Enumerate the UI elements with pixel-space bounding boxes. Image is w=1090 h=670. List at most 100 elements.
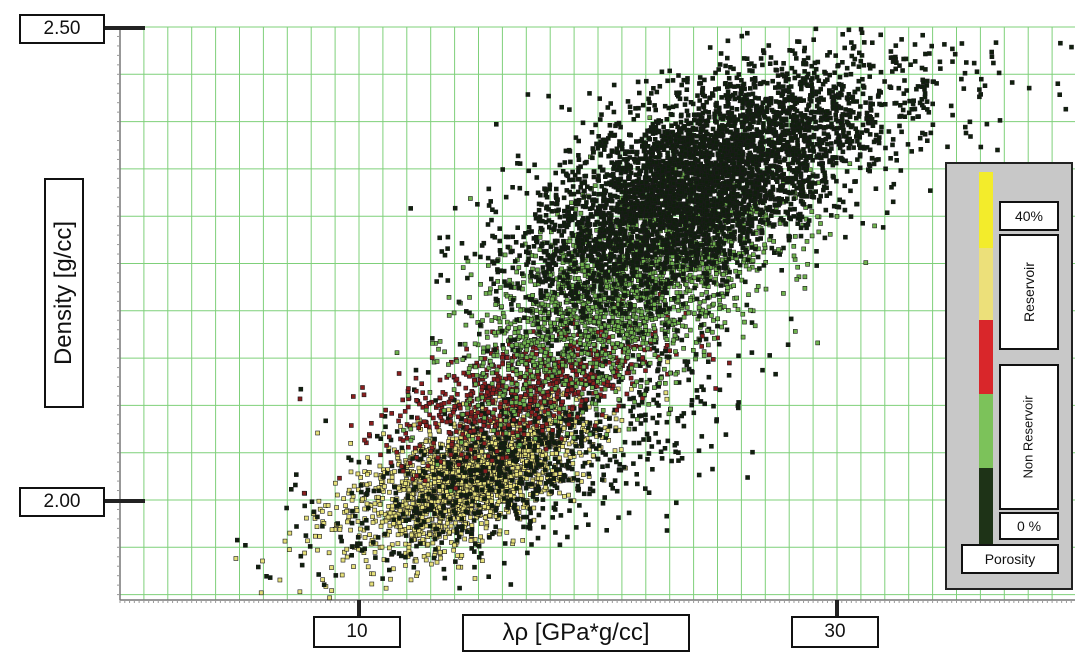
- data-point: [298, 553, 304, 559]
- data-point: [681, 423, 687, 429]
- data-point: [608, 482, 614, 488]
- data-point: [340, 557, 346, 563]
- data-point: [485, 409, 491, 415]
- data-point: [403, 554, 408, 560]
- data-point: [416, 425, 422, 431]
- data-point: [646, 436, 652, 441]
- data-point: [706, 374, 712, 380]
- data-point: [362, 546, 368, 552]
- data-point: [498, 422, 503, 428]
- data-point: [478, 427, 484, 433]
- data-point: [650, 415, 656, 421]
- data-point: [456, 381, 462, 387]
- data-point: [479, 487, 485, 493]
- data-point: [479, 384, 485, 390]
- data-point: [447, 529, 452, 535]
- data-point: [585, 264, 591, 269]
- data-point: [455, 391, 460, 397]
- data-point: [456, 462, 462, 468]
- data-point: [418, 448, 424, 454]
- data-point: [441, 493, 446, 499]
- data-point: [454, 538, 460, 543]
- data-point: [628, 421, 634, 426]
- data-point: [501, 445, 506, 451]
- data-point: [579, 398, 585, 404]
- data-point: [594, 394, 600, 400]
- data-point: [463, 493, 468, 498]
- data-point: [489, 503, 495, 509]
- data-point: [583, 512, 589, 518]
- data-point: [528, 392, 534, 397]
- data-point: [364, 492, 369, 497]
- data-point: [742, 319, 747, 325]
- data-point: [557, 440, 562, 445]
- data-point: [379, 544, 385, 550]
- data-point: [479, 551, 484, 556]
- data-point: [467, 468, 473, 473]
- data-point: [579, 429, 584, 435]
- data-point: [386, 545, 392, 551]
- data-point: [466, 353, 472, 359]
- data-point: [561, 472, 567, 478]
- data-point: [568, 498, 573, 504]
- data-point: [277, 577, 283, 583]
- data-point: [405, 444, 411, 450]
- data-point: [448, 540, 454, 545]
- data-point: [705, 359, 711, 365]
- data-point: [343, 503, 348, 509]
- data-point: [736, 353, 741, 359]
- data-point: [518, 492, 524, 498]
- data-point: [802, 285, 808, 291]
- data-point: [463, 401, 469, 407]
- data-point: [592, 423, 598, 429]
- data-point: [488, 286, 493, 292]
- data-point: [665, 438, 671, 444]
- data-point: [337, 475, 342, 481]
- data-point: [348, 469, 354, 475]
- data-point: [600, 464, 605, 470]
- data-point: [380, 495, 385, 501]
- data-point: [503, 430, 509, 436]
- data-point: [520, 497, 526, 503]
- data-point: [506, 460, 512, 465]
- data-point: [524, 514, 530, 520]
- data-point: [441, 503, 446, 509]
- data-point: [666, 411, 672, 417]
- data-point: [547, 461, 553, 466]
- data-point: [495, 383, 501, 389]
- data-point: [436, 531, 442, 537]
- data-point: [476, 554, 482, 560]
- data-point: [682, 359, 688, 364]
- data-point: [656, 439, 661, 445]
- data-point: [545, 472, 551, 478]
- data-point: [671, 304, 677, 310]
- data-point: [294, 524, 299, 529]
- data-point: [502, 541, 508, 546]
- data-point: [464, 393, 470, 398]
- data-point: [381, 474, 386, 479]
- data-point: [472, 377, 477, 383]
- data-point: [538, 480, 543, 486]
- data-point: [631, 395, 636, 401]
- data-point: [627, 396, 632, 402]
- data-point: [614, 407, 620, 413]
- data-point: [440, 390, 446, 395]
- data-point: [534, 423, 540, 428]
- data-point: [387, 489, 392, 495]
- data-point: [444, 419, 450, 425]
- data-point: [542, 457, 548, 462]
- data-point: [553, 501, 559, 507]
- data-point: [632, 383, 637, 388]
- data-point: [527, 481, 533, 487]
- data-point: [526, 405, 532, 410]
- data-point: [299, 562, 305, 568]
- data-point: [644, 386, 650, 392]
- data-point: [485, 461, 490, 466]
- data-point: [673, 500, 679, 506]
- data-point: [383, 424, 388, 430]
- data-point: [679, 337, 685, 343]
- data-point: [480, 401, 485, 407]
- data-point: [726, 372, 732, 378]
- data-point: [560, 444, 565, 449]
- data-point: [709, 443, 714, 449]
